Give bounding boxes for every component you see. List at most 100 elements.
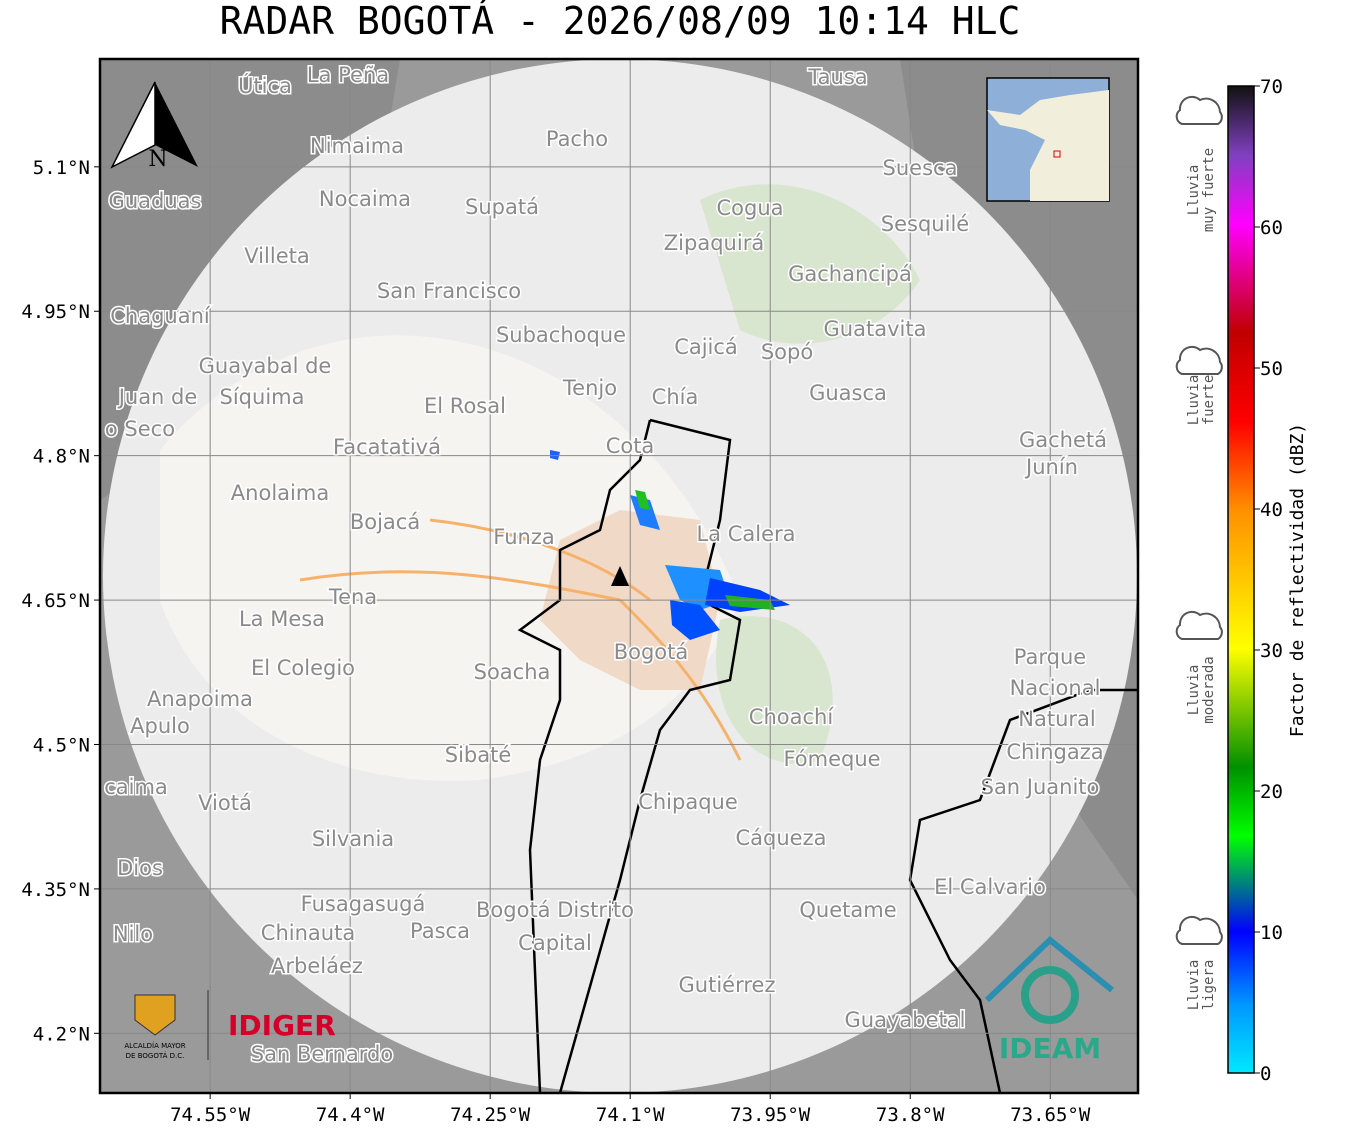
colorbar-tick-label: 50 [1260,358,1283,380]
place-label: Cota [606,434,655,458]
logo-text: ALCALDÍA MAYOR [124,1041,185,1050]
legend-label: Lluvia [1186,375,1202,426]
place-label: Chinauta [261,921,355,945]
place-label: Zipaquirá [664,231,764,255]
place-label: Sopó [761,340,813,364]
place-label: La Peña [307,63,389,87]
place-label: Pacho [546,127,608,151]
x-tick-label: 74.55°W [170,1104,251,1126]
place-label: El Rosal [424,394,506,418]
place-label: Chaguaní [110,304,211,328]
place-label: Fómeque [783,747,880,771]
place-label: Útica [238,73,292,98]
place-label: Guayabetal [845,1008,966,1032]
legend-label: fuerte [1201,375,1217,426]
place-label: Bogotá Distrito [476,898,634,922]
colorbar-tick-label: 20 [1260,781,1283,803]
place-label: Suesca [883,156,958,180]
place-label: Pasca [410,919,470,943]
place-label: Parque [1014,645,1086,669]
graticule [100,59,1138,1093]
north-label: N [148,147,167,172]
place-label: Supatá [465,195,539,219]
place-label: El Calvario [934,875,1046,899]
place-label: Chipaque [638,790,738,814]
boundaries [517,418,1138,1093]
x-tick-label: 73.65°W [1010,1104,1091,1126]
north-arrow: N [110,81,198,172]
place-label: Chía [652,385,699,409]
place-label: Guayabal de [199,354,332,378]
x-tick-label: 74.1°W [596,1104,665,1126]
place-label: Arbeláez [271,954,363,978]
inset-map [986,77,1110,202]
x-tick-label: 73.8°W [876,1104,945,1126]
place-label: Sesquilé [881,212,969,236]
place-label: Juan de [117,385,198,409]
logo-ideam: IDEAM [984,936,1114,1065]
colorbar-tick-label: 70 [1260,76,1283,98]
place-labels: La Peña Útica Tausa Pacho Nimaima Suesca Guadu… [103,62,1109,1068]
place-label: Nimaima [310,134,404,158]
place-label: Apulo [130,714,190,738]
place-label: Bogotá [614,640,689,664]
place-label: Tausa [807,65,867,89]
place-label: Guatavita [824,317,927,341]
place-label: Cáqueza [736,826,827,850]
place-label: Natural [1018,707,1095,731]
place-label: Chingaza [1006,740,1103,764]
colorbar-tick-label: 10 [1260,922,1283,944]
colorbar-tick-label: 30 [1260,640,1283,662]
place-label: Gutiérrez [679,973,776,997]
place-label: San Juanito [981,775,1100,799]
y-tick-label: 4.2°N [33,1023,90,1045]
place-label: Facatativá [333,435,441,459]
place-label: Anolaima [231,481,329,505]
logo-alcaldia: ALCALDÍA MAYOR DE BOGOTÁ D.C. IDIGER [124,990,336,1060]
place-label: Quetame [799,898,896,922]
place-label: Tenjo [562,376,617,400]
place-label: Subachoque [496,323,626,347]
legend-label: Lluvia [1186,960,1202,1011]
map: La Peña Útica Tausa Pacho Nimaima Suesca Guadu… [100,59,1138,1093]
place-label: Tena [328,585,377,609]
colorbar-tick-label: 60 [1260,217,1283,239]
place-label: Fusagasugá [301,892,426,916]
place-label: caima [104,775,168,799]
legend-label: muy fuerte [1201,148,1217,232]
place-label: Viotá [198,791,252,815]
legend-label: ligera [1201,960,1217,1011]
place-label: Gachancipá [788,262,912,286]
place-label: Junín [1024,455,1078,479]
place-label: Silvania [312,827,394,851]
place-label: San Bernardo [251,1042,393,1066]
legend-label: Lluvia [1186,665,1202,716]
place-label: Choachí [749,705,835,729]
axes: 74.55°W 74.4°W 74.25°W 74.1°W 73.95°W 73.8°W 7… [21,157,1090,1126]
place-label: Guasca [809,381,887,405]
place-label: Nacional [1010,676,1101,700]
place-label: Cogua [716,196,783,220]
place-label: Anapoima [147,687,253,711]
x-tick-label: 73.95°W [730,1104,811,1126]
legend-label: moderada [1201,656,1217,723]
logo-ideam-text: IDEAM [999,1032,1101,1065]
place-label: San Francisco [377,279,521,303]
y-tick-label: 4.8°N [33,446,90,468]
savanna [160,335,740,781]
place-label: Sibaté [445,743,512,767]
y-tick-label: 4.5°N [33,734,90,756]
place-label: La Calera [696,522,795,546]
place-label: Capital [518,931,592,955]
colorbar [1227,85,1255,1074]
y-tick-label: 5.1°N [33,157,90,179]
weather-icon [1175,610,1223,640]
logo-text: DE BOGOTÁ D.C. [126,1051,185,1060]
weather-icon [1175,95,1223,125]
map-frame [98,57,1140,1095]
place-label: La Mesa [239,607,325,631]
title: RADAR BOGOTÁ - 2026/08/09 10:14 HLC [220,0,1021,43]
place-label: Funza [493,525,554,549]
